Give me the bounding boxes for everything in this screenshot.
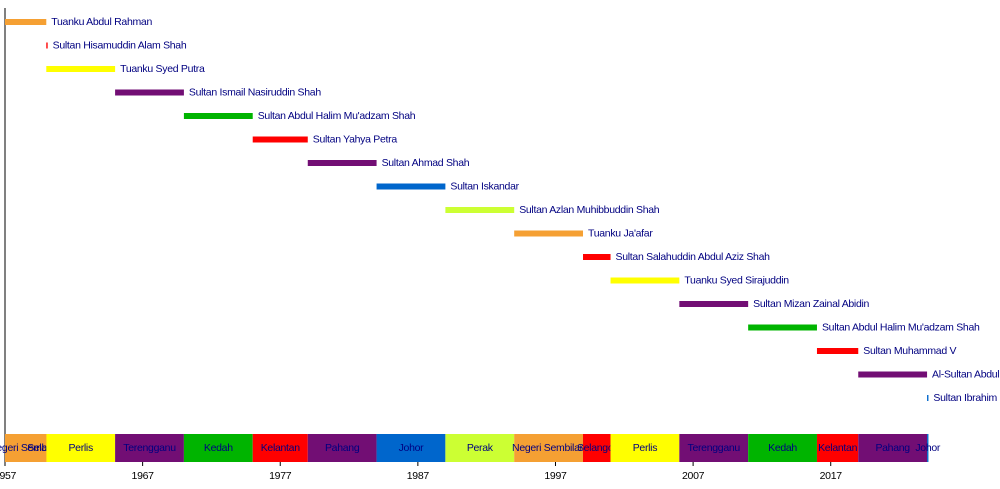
state-segment xyxy=(514,434,584,462)
state-segment xyxy=(307,434,377,462)
state-label: Kedah xyxy=(768,442,797,454)
reign-bar xyxy=(46,42,48,49)
state-label: Johor xyxy=(915,442,941,454)
reign-bar xyxy=(5,19,47,25)
reign-bar xyxy=(46,66,116,72)
state-label: Negeri Sembilan xyxy=(512,442,586,454)
state-segment xyxy=(858,434,928,462)
ruler-label: Tuanku Syed Putra xyxy=(120,63,205,75)
ruler-label: Sultan Mizan Zainal Abidin xyxy=(753,298,869,310)
state-label: Pahang xyxy=(325,442,360,454)
reign-bar xyxy=(514,230,584,237)
x-tick-label: 2007 xyxy=(682,470,705,482)
state-segment xyxy=(679,434,749,462)
state-segment xyxy=(748,434,817,462)
reign-bar xyxy=(858,371,928,378)
state-segment xyxy=(445,434,515,462)
x-tick-label: 1987 xyxy=(407,470,430,482)
state-label: Pahang xyxy=(875,442,910,454)
ruler-label: Sultan Abdul Halim Mu'adzam Shah xyxy=(258,110,416,122)
reign-bar xyxy=(183,113,253,119)
state-label: Kedah xyxy=(204,442,233,454)
state-segment xyxy=(376,434,446,462)
ruler-label: Tuanku Ja'afar xyxy=(588,227,653,239)
state-segment xyxy=(610,434,680,462)
state-label: Perak xyxy=(467,442,494,454)
state-label: Terengganu xyxy=(688,442,741,454)
ruler-label: Sultan Muhammad V xyxy=(863,345,956,357)
state-segment xyxy=(115,434,184,462)
ruler-label: Al-Sultan Abdullah xyxy=(932,368,1000,380)
state-segment xyxy=(927,434,929,462)
state-label: Kelantan xyxy=(818,442,858,454)
state-label: Johor xyxy=(399,442,425,454)
reign-bar xyxy=(927,395,929,401)
ruler-label: Tuanku Syed Sirajuddin xyxy=(684,274,789,286)
ruler-label: Sultan Ibrahim xyxy=(933,392,997,404)
state-segment xyxy=(583,434,611,462)
state-segment xyxy=(252,434,308,462)
reign-bar xyxy=(748,324,817,331)
state-label: Terengganu xyxy=(123,442,176,454)
ruler-label: Sultan Salahuddin Abdul Aziz Shah xyxy=(616,251,771,263)
reign-bar xyxy=(252,136,308,143)
reign-bar xyxy=(816,348,859,354)
ruler-label: Sultan Ahmad Shah xyxy=(382,157,470,169)
state-segment xyxy=(183,434,253,462)
state-segment xyxy=(5,434,47,462)
x-tick-label: 2017 xyxy=(820,470,843,482)
reign-bar xyxy=(610,277,680,284)
reign-bar xyxy=(679,301,749,307)
ruler-label: Sultan Hisamuddin Alam Shah xyxy=(53,39,187,51)
x-tick-label: 1977 xyxy=(269,470,292,482)
ruler-label: Sultan Abdul Halim Mu'adzam Shah xyxy=(822,321,980,333)
ruler-label: Tuanku Abdul Rahman xyxy=(51,16,152,28)
x-tick-label: 1957 xyxy=(0,470,17,482)
state-label: Kelantan xyxy=(261,442,301,454)
state-segment xyxy=(816,434,859,462)
state-label: Perlis xyxy=(68,442,93,454)
x-tick-label: 1997 xyxy=(544,470,567,482)
reign-bar xyxy=(115,89,184,96)
ruler-label: Sultan Iskandar xyxy=(450,180,519,192)
state-label: Perlis xyxy=(633,442,658,454)
reign-bar xyxy=(583,254,611,260)
ruler-label: Sultan Azlan Muhibbuddin Shah xyxy=(519,204,660,216)
state-segment xyxy=(46,434,116,462)
reign-bar xyxy=(307,160,377,166)
reign-bar xyxy=(376,183,446,190)
reign-bar xyxy=(445,207,515,213)
ruler-label: Sultan Yahya Petra xyxy=(313,133,398,145)
ruler-label: Sultan Ismail Nasiruddin Shah xyxy=(189,86,321,98)
x-tick-label: 1967 xyxy=(132,470,155,482)
state-label: Selangor xyxy=(577,442,617,454)
